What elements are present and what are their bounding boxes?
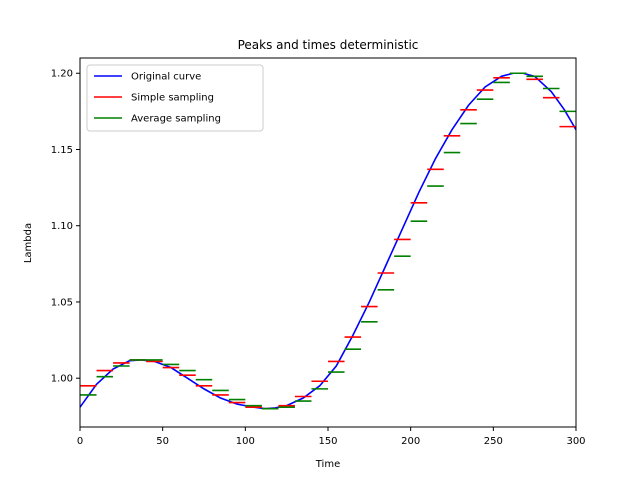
- original-curve-line: [80, 72, 576, 410]
- legend-box: [86, 64, 264, 132]
- y-axis: 1.00 1.05 1.10 1.15 1.20: [51, 69, 80, 385]
- series-layer: [80, 72, 576, 410]
- x-tick-label: 250: [484, 436, 503, 447]
- y-axis-title: Lambda: [23, 223, 34, 263]
- x-tick-label: 150: [318, 436, 337, 447]
- y-tick-label: 1.05: [51, 297, 73, 308]
- x-tick-label: 200: [401, 436, 420, 447]
- y-tick-label: 1.10: [51, 221, 73, 232]
- legend-label: Original curve: [131, 72, 201, 83]
- x-tick-label: 300: [566, 436, 585, 447]
- y-tick-label: 1.20: [51, 69, 73, 80]
- x-tick-label: 0: [77, 436, 83, 447]
- legend-label: Average sampling: [131, 114, 221, 125]
- x-axis: 0 50 100 150 200 250 300: [77, 427, 586, 447]
- y-tick-label: 1.15: [51, 145, 73, 156]
- legend: Original curve Simple sampling Average sam…: [86, 64, 264, 132]
- legend-label: Simple sampling: [131, 93, 214, 104]
- y-tick-label: 1.00: [51, 374, 73, 385]
- x-axis-title: Time: [315, 459, 340, 470]
- x-tick-label: 100: [236, 436, 255, 447]
- chart-title: Peaks and times deterministic: [238, 38, 419, 52]
- x-tick-label: 50: [156, 436, 169, 447]
